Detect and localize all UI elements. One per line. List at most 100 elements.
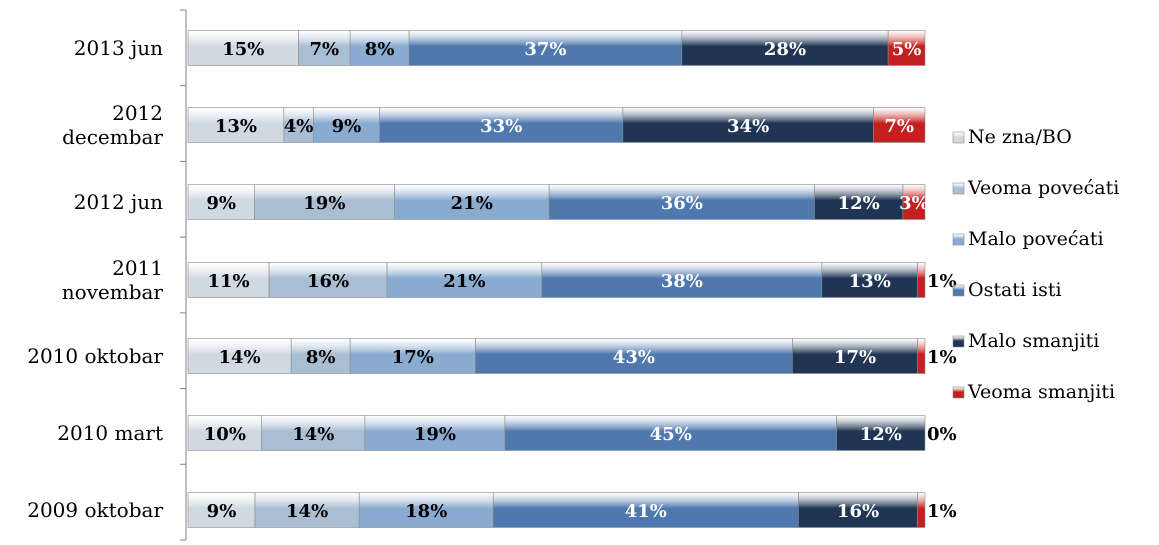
legend-label: Ne zna/BO <box>968 126 1072 148</box>
bar-segment <box>887 30 926 66</box>
bar-segment <box>261 415 366 451</box>
bar-segment <box>379 107 624 143</box>
legend-swatch <box>952 233 965 246</box>
bar-row: 9% 19% 21% 36% 12% 3% <box>187 184 929 220</box>
bar-segment <box>902 184 926 220</box>
legend-label: Malo smanjiti <box>968 330 1099 352</box>
data-label: 14% <box>286 501 328 522</box>
data-label: 19% <box>303 193 345 214</box>
data-label: 8% <box>365 39 395 60</box>
category-label: 2010 oktobar <box>27 344 163 368</box>
data-label: 17% <box>392 347 434 368</box>
bar-row: 13% 4% 9% 33% 34% 7% <box>187 107 926 143</box>
data-label: 43% <box>613 347 655 368</box>
category-label: 2009 oktobar <box>27 498 163 522</box>
legend-label: Veoma smanjiti <box>967 381 1115 403</box>
data-label: 10% <box>204 424 246 445</box>
bar-segment <box>187 107 285 143</box>
data-label: 15% <box>222 39 264 60</box>
bar-segment <box>792 338 918 374</box>
data-label: 9% <box>332 116 362 137</box>
data-label: 36% <box>661 193 703 214</box>
data-label: 21% <box>451 193 493 214</box>
data-label: 4% <box>284 116 314 137</box>
bar-segment <box>475 338 793 374</box>
legend-swatch <box>952 386 965 399</box>
bar-segment <box>917 492 926 528</box>
data-label: 7% <box>310 39 340 60</box>
data-label: 28% <box>764 39 806 60</box>
bar-segment <box>254 184 395 220</box>
data-label: 0% <box>927 424 957 445</box>
legend-item: Malo povećati <box>952 228 1104 250</box>
data-label: 12% <box>838 193 880 214</box>
legend-label: Ostati isti <box>968 279 1062 301</box>
bar-segment <box>548 184 815 220</box>
bar-segment <box>187 338 292 374</box>
data-label: 1% <box>927 347 957 368</box>
legend-item: Malo smanjiti <box>952 330 1099 352</box>
bar-segment <box>836 415 926 451</box>
legend-swatch <box>952 182 965 195</box>
bar-segment <box>681 30 889 66</box>
legend-label: Malo povećati <box>968 228 1104 250</box>
category-label: 2012 decembar <box>62 101 163 149</box>
legend-item: Veoma povećati <box>952 177 1119 199</box>
bar-segment <box>917 338 926 374</box>
data-label: 7% <box>884 116 914 137</box>
legend-item: Ne zna/BO <box>952 126 1072 148</box>
bar-segment <box>814 184 904 220</box>
bar-segment <box>349 30 410 66</box>
data-label: 9% <box>207 501 237 522</box>
data-label: 21% <box>443 271 485 292</box>
data-label: 16% <box>837 501 879 522</box>
data-label: 18% <box>405 501 447 522</box>
data-label: 38% <box>661 271 703 292</box>
legend-label: Veoma povećati <box>967 177 1119 199</box>
bar-segment <box>312 107 380 143</box>
bar-row: 15% 7% 8% 37% 28% 5% <box>187 30 926 66</box>
data-label: 16% <box>307 271 349 292</box>
category-label: 2012 jun <box>74 190 163 214</box>
bar-segment <box>622 107 874 143</box>
data-label: 5% <box>892 39 922 60</box>
legend: Ne zna/BO Veoma povećati Malo povećati Osta… <box>952 126 1119 403</box>
legend-swatch <box>952 284 965 297</box>
data-label: 14% <box>292 424 334 445</box>
category-label: 2011 novembar <box>62 256 164 304</box>
data-label: 19% <box>414 424 456 445</box>
bar-row: 10% 14% 19% 45% 12% 0% <box>187 415 957 451</box>
bar-segment <box>283 107 314 143</box>
bar-row: 14% 8% 17% 43% 17% 1% <box>187 338 957 374</box>
data-label: 9% <box>206 193 236 214</box>
bars-area: 15% 7% 8% 37% 28% 5% 13% 4% 9% 33% 34% 7% 9% 19% 21% 36… <box>187 30 957 528</box>
bar-segment <box>821 262 918 298</box>
legend-item: Veoma smanjiti <box>952 381 1115 403</box>
bar-segment <box>298 30 351 66</box>
bar-segment <box>290 338 351 374</box>
bar-segment <box>492 492 799 528</box>
data-label: 37% <box>524 39 566 60</box>
bar-segment <box>187 262 270 298</box>
legend-swatch <box>952 131 965 144</box>
data-label: 1% <box>927 271 957 292</box>
data-label: 34% <box>727 116 769 137</box>
y-axis <box>180 9 187 541</box>
data-label: 13% <box>215 116 257 137</box>
data-label: 11% <box>207 271 249 292</box>
legend-swatch <box>952 335 965 348</box>
bar-segment <box>394 184 550 220</box>
bar-row: 11% 16% 21% 38% 13% 1% <box>187 262 957 298</box>
category-label: 2010 mart <box>57 421 163 445</box>
category-label: 2013 jun <box>74 36 163 60</box>
bar-segment <box>358 492 494 528</box>
data-label: 3% <box>899 193 929 214</box>
bar-segment <box>187 184 255 220</box>
data-label: 8% <box>306 347 336 368</box>
legend-item: Ostati isti <box>952 279 1062 301</box>
data-label: 41% <box>625 501 667 522</box>
bar-segment <box>386 262 543 298</box>
data-label: 1% <box>927 501 957 522</box>
bar-segment <box>504 415 837 451</box>
